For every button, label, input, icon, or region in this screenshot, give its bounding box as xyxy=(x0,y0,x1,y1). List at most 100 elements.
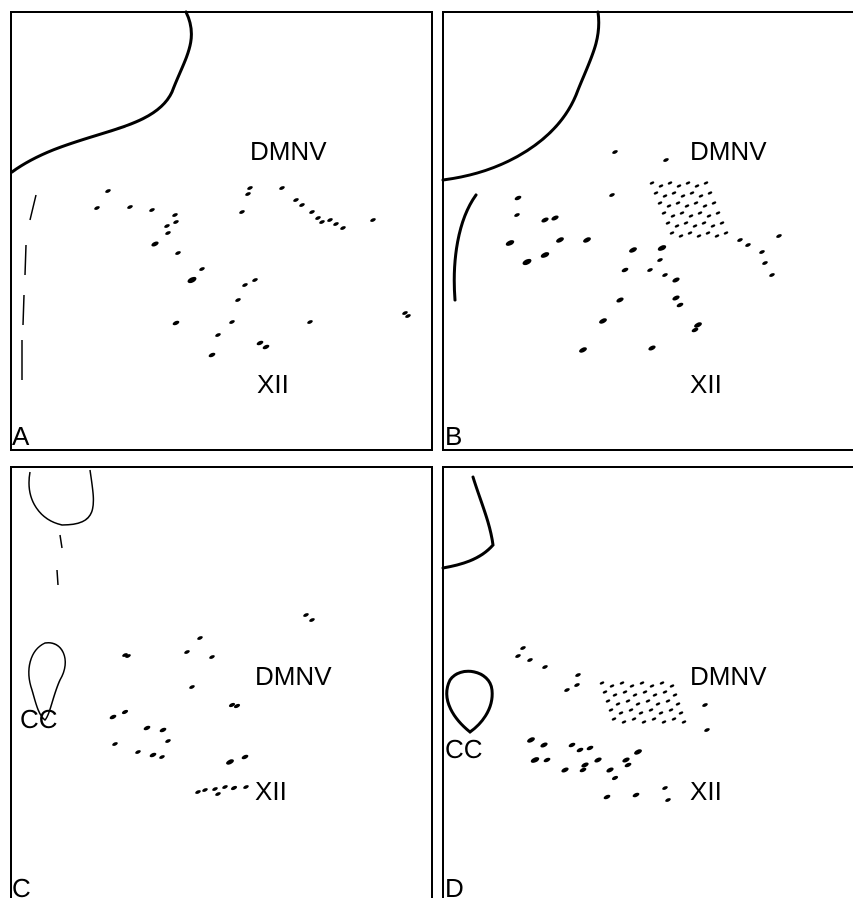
neuron-cell xyxy=(652,693,658,697)
neuron-cell xyxy=(641,720,647,724)
neuron-cell xyxy=(212,787,218,791)
region-label: CC xyxy=(20,704,58,734)
neuron-cell xyxy=(611,717,617,721)
neuron-cell xyxy=(668,708,674,712)
neuron-cell xyxy=(659,681,665,685)
neuron-cell xyxy=(678,711,684,715)
neuron-cell xyxy=(647,268,653,272)
neuron-cell xyxy=(608,708,614,712)
neuron-cell xyxy=(247,186,253,190)
neuron-cell xyxy=(520,646,526,650)
neuron-cell xyxy=(621,720,627,724)
neuron-cell xyxy=(319,220,325,224)
neuron-cell xyxy=(505,240,515,246)
neuron-cell xyxy=(611,775,619,781)
neuron-cell xyxy=(109,714,117,720)
neuron-cell xyxy=(676,302,684,308)
neuron-cell xyxy=(208,352,216,358)
neuron-cell xyxy=(629,684,635,688)
neuron-cell xyxy=(189,685,195,689)
neuron-cell xyxy=(228,702,236,708)
neuron-cell xyxy=(624,762,632,768)
neuron-cell xyxy=(655,702,661,706)
neuron-cell xyxy=(239,210,245,214)
neuron-cell xyxy=(648,345,656,351)
neuron-cell xyxy=(230,785,238,791)
neuron-cell xyxy=(256,340,264,346)
neuron-cell xyxy=(661,211,667,215)
panel-frame xyxy=(442,466,853,898)
neuron-cell xyxy=(672,295,680,301)
neuron-cell xyxy=(619,681,625,685)
neuron-cell xyxy=(370,218,376,222)
neuron-cell xyxy=(621,267,629,273)
neuron-cell xyxy=(679,211,685,215)
neuron-cell xyxy=(202,788,208,792)
neuron-cell xyxy=(127,205,133,209)
tissue-outline xyxy=(28,469,95,526)
neuron-cell xyxy=(622,757,630,763)
neuron-cell xyxy=(279,186,285,190)
neuron-cell xyxy=(634,749,642,755)
neuron-cell xyxy=(222,785,228,789)
neuron-cell xyxy=(687,231,693,235)
neuron-cell xyxy=(711,201,717,205)
neuron-cell xyxy=(121,709,129,715)
neuron-cell xyxy=(653,191,659,195)
neuron-cell xyxy=(527,737,535,743)
neuron-cell xyxy=(638,711,644,715)
neuron-cell xyxy=(612,693,618,697)
neuron-cell xyxy=(542,665,548,669)
neuron-cell xyxy=(645,699,651,703)
neuron-cell xyxy=(618,711,624,715)
neuron-cell xyxy=(651,717,657,721)
neuron-cell xyxy=(543,757,551,763)
neuron-cell xyxy=(307,320,313,324)
region-label: DMNV xyxy=(250,136,327,166)
neuron-cell xyxy=(405,314,411,318)
neuron-cell xyxy=(703,181,709,185)
neuron-cell xyxy=(642,690,648,694)
neuron-cell xyxy=(172,213,178,217)
neuron-cell xyxy=(515,654,521,658)
neuron-cell xyxy=(151,241,159,247)
region-label: DMNV xyxy=(255,661,332,691)
neuron-cell xyxy=(678,234,684,238)
neuron-cell xyxy=(672,277,680,283)
neuron-cell xyxy=(612,150,618,154)
neuron-cell xyxy=(675,201,681,205)
neuron-cell xyxy=(184,650,190,654)
neuron-cell xyxy=(303,613,309,617)
neuron-cell xyxy=(599,318,607,324)
neuron-cell xyxy=(165,739,171,743)
neuron-cell xyxy=(694,184,700,188)
neuron-cell xyxy=(135,750,141,754)
neuron-cell xyxy=(568,742,576,748)
neuron-cell xyxy=(694,322,702,328)
panel-letter: B xyxy=(445,421,462,451)
neuron-cell xyxy=(681,720,687,724)
neuron-cell xyxy=(688,214,694,218)
neuron-cell xyxy=(661,720,667,724)
neuron-cell xyxy=(683,221,689,225)
neuron-cell xyxy=(609,193,615,197)
neuron-cell xyxy=(704,728,710,732)
neuron-cell xyxy=(701,221,707,225)
neuron-cell xyxy=(769,273,775,277)
neuron-cell xyxy=(309,210,315,214)
panel-letter: C xyxy=(12,873,31,898)
neuron-cell xyxy=(309,618,315,622)
panel-frame xyxy=(442,11,853,451)
neuron-cell xyxy=(514,213,520,217)
neuron-cell xyxy=(625,699,631,703)
neuron-cell xyxy=(165,231,171,235)
neuron-cell xyxy=(159,727,167,733)
neuron-cell xyxy=(143,725,151,731)
neuron-cell xyxy=(603,794,611,800)
neuron-cell xyxy=(648,708,654,712)
neuron-cell xyxy=(698,194,704,198)
neuron-cell xyxy=(561,767,569,773)
neuron-cell xyxy=(574,683,580,687)
neuron-cell xyxy=(671,191,677,195)
